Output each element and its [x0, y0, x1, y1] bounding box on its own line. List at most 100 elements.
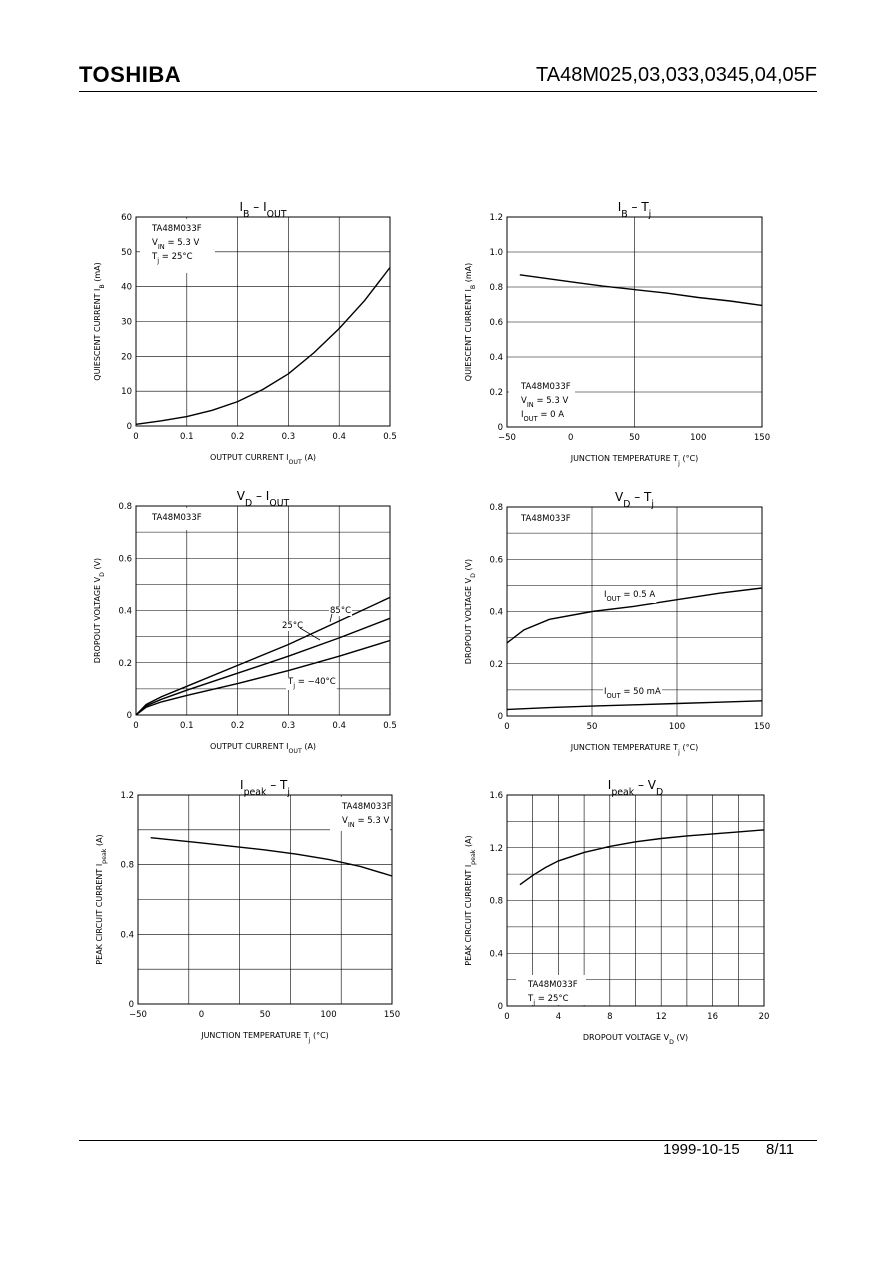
- y-tick-label: 0.4: [120, 930, 134, 940]
- annotation-text: VIN = 5.3 V: [152, 238, 199, 251]
- y-tick-label: 40: [121, 283, 132, 293]
- y-tick-label: 0.6: [489, 318, 503, 328]
- annotation-text: TA48M033F: [527, 980, 578, 990]
- y-axis-label: QUIESCENT CURRENT IB (mA): [93, 262, 106, 380]
- y-tick-label: 0.2: [489, 388, 503, 398]
- x-tick-label: 0.4: [332, 432, 346, 442]
- annotation-box: [509, 377, 575, 425]
- y-tick-label: 0.8: [489, 897, 503, 907]
- annotation-text: Tj = 25°C: [151, 252, 193, 265]
- y-tick-label: 0: [127, 422, 132, 432]
- y-tick-label: 20: [121, 352, 132, 362]
- annotation-text: TA48M033F: [341, 802, 392, 812]
- x-tick-label: 0.2: [231, 721, 245, 731]
- x-tick-label: 0: [568, 433, 573, 443]
- x-tick-label: 50: [587, 722, 598, 732]
- series-line: [519, 829, 765, 886]
- y-tick-label: 0.4: [118, 607, 132, 617]
- y-tick-label: 0.2: [118, 659, 132, 669]
- x-tick-label: 16: [707, 1012, 718, 1022]
- x-tick-label: −50: [129, 1010, 147, 1020]
- x-tick-label: 0: [133, 432, 138, 442]
- y-tick-label: 0: [498, 423, 503, 433]
- chart-title: VD – Tj: [615, 490, 654, 510]
- series-line: [519, 274, 763, 307]
- y-tick-label: 0: [129, 1000, 134, 1010]
- annotation-box: [330, 797, 390, 831]
- y-tick-label: 0.4: [489, 353, 503, 363]
- series-label-background: [281, 621, 305, 631]
- y-axis-label: DROPOUT VOLTAGE VD (V): [93, 558, 106, 663]
- y-tick-label: 0.8: [118, 502, 132, 512]
- x-axis-label: DROPOUT VOLTAGE VD (V): [583, 1033, 688, 1046]
- y-tick-label: 30: [121, 318, 132, 328]
- chart-title: IB – Tj: [618, 200, 652, 220]
- series-label-background: [329, 606, 353, 616]
- series-label-background: [603, 590, 657, 603]
- series-label: 85°C: [330, 606, 351, 616]
- annotation-text: IOUT = 0 A: [521, 410, 564, 423]
- chart-3: TA48M033F 0 0.1 0.2 0.3 0.4 0.5 0 0.2 0.4 0.6 0.8 VD…: [93, 489, 397, 755]
- footer-rule: [79, 1140, 817, 1141]
- chart-title: VD – IOUT: [237, 489, 290, 509]
- series-line: [506, 700, 763, 711]
- y-tick-label: 0.4: [489, 608, 503, 618]
- y-tick-label: 60: [121, 213, 132, 223]
- y-tick-label: 0.2: [489, 660, 503, 670]
- y-tick-label: 1.2: [489, 213, 503, 223]
- x-tick-label: 8: [607, 1012, 612, 1022]
- y-tick-label: 1.2: [120, 791, 134, 801]
- footer-page-number: 8/11: [766, 1141, 795, 1158]
- annotation-text: VIN = 5.3 V: [342, 816, 389, 829]
- y-tick-label: 0: [127, 711, 132, 721]
- y-tick-label: 1.2: [489, 844, 503, 854]
- chart-1: TA48M033F VIN = 5.3 VTj = 25°C 0 0.1 0.2 0.3 0…: [93, 200, 397, 466]
- x-tick-label: 20: [759, 1012, 770, 1022]
- y-tick-label: 1.6: [489, 791, 503, 801]
- annotation-box: [516, 975, 586, 1005]
- brand-logo: TOSHIBA: [79, 62, 182, 87]
- x-tick-label: 0.1: [180, 432, 194, 442]
- annotation-box: [140, 219, 215, 273]
- annotation-text: TA48M033F: [151, 224, 202, 234]
- y-tick-label: 0.8: [489, 503, 503, 513]
- series-label: IOUT = 0.5 A: [604, 590, 655, 603]
- x-tick-label: 0.3: [282, 432, 296, 442]
- x-tick-label: 0: [504, 722, 509, 732]
- x-tick-label: 0.2: [231, 432, 245, 442]
- chart-title: Ipeak – VD: [608, 778, 663, 798]
- annotation-text: VIN = 5.3 V: [521, 396, 568, 409]
- plot-frame: [137, 794, 393, 1005]
- series-line: [135, 267, 391, 425]
- annotation-box: [509, 509, 591, 531]
- y-tick-label: 0.6: [489, 555, 503, 565]
- x-tick-label: 4: [556, 1012, 561, 1022]
- plot-frame: [506, 506, 763, 717]
- plot-frame: [506, 216, 763, 428]
- label-leader-line: [299, 627, 321, 641]
- y-axis-label: DROPOUT VOLTAGE VD (V): [464, 559, 477, 664]
- series-label-background: [286, 677, 337, 690]
- x-tick-label: 150: [384, 1010, 400, 1020]
- y-tick-label: 10: [121, 387, 132, 397]
- series-line: [506, 587, 763, 644]
- series-label: 25°C: [282, 621, 303, 631]
- series-line: [135, 596, 391, 716]
- series-line: [150, 837, 393, 877]
- x-tick-label: 0.1: [180, 721, 194, 731]
- x-tick-label: 150: [754, 722, 770, 732]
- y-axis-label: PEAK CIRCUIT CURRENT Ipeak (A): [464, 835, 477, 965]
- x-tick-label: −50: [498, 433, 516, 443]
- x-tick-label: 0: [504, 1012, 509, 1022]
- x-tick-label: 0.5: [383, 432, 397, 442]
- series-label: IOUT = 50 mA: [604, 687, 661, 700]
- x-axis-label: OUTPUT CURRENT IOUT (A): [210, 453, 316, 466]
- annotation-text: TA48M033F: [520, 514, 571, 524]
- y-tick-label: 0.6: [118, 554, 132, 564]
- header-rule: [79, 91, 817, 92]
- chart-title: IB – IOUT: [239, 200, 286, 220]
- x-axis-label: JUNCTION TEMPERATURE Tj (°C): [570, 743, 699, 756]
- y-tick-label: 0: [498, 712, 503, 722]
- y-tick-label: 0.8: [120, 861, 134, 871]
